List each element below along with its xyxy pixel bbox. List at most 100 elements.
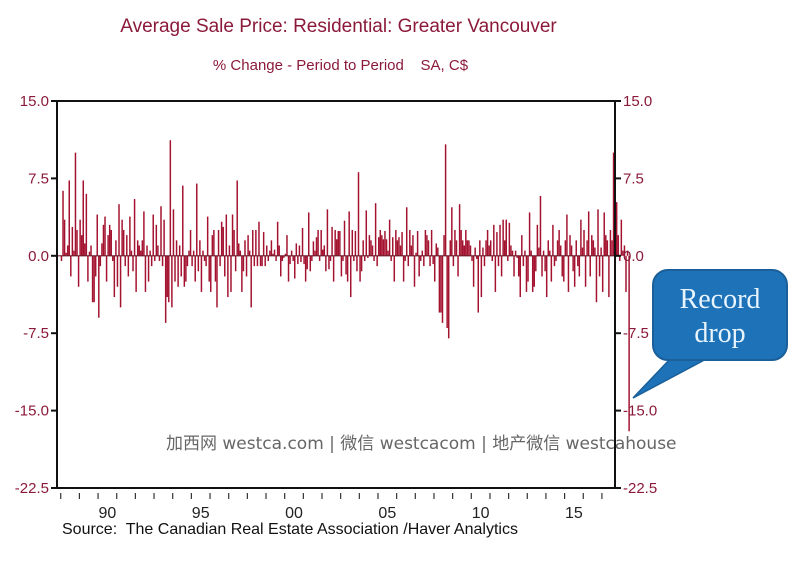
bar xyxy=(399,245,402,256)
bar xyxy=(334,230,336,256)
bar xyxy=(168,255,170,303)
bar xyxy=(521,235,523,256)
bar xyxy=(70,255,72,277)
bar xyxy=(513,255,515,277)
bar xyxy=(191,255,193,267)
bar xyxy=(314,250,316,256)
bar xyxy=(589,255,591,277)
bar xyxy=(250,255,252,308)
bar xyxy=(393,255,396,282)
y-tick-label-right: -7.5 xyxy=(623,325,649,342)
bar xyxy=(233,230,235,256)
bar xyxy=(390,255,392,261)
bar xyxy=(166,255,168,298)
bar xyxy=(503,240,506,256)
bar xyxy=(118,204,120,256)
bar xyxy=(550,255,553,282)
bar xyxy=(144,255,147,292)
bar xyxy=(138,245,140,256)
bar xyxy=(228,245,231,256)
bar xyxy=(357,172,360,256)
bar xyxy=(342,255,344,261)
bar xyxy=(197,255,200,272)
bar xyxy=(514,250,517,256)
bar xyxy=(98,255,100,318)
bar xyxy=(374,203,377,256)
bar xyxy=(606,240,609,256)
bar xyxy=(280,255,282,277)
bar xyxy=(569,235,571,256)
bar xyxy=(87,255,89,282)
bar xyxy=(93,255,95,303)
bar xyxy=(306,255,308,270)
bar xyxy=(469,245,472,256)
bar xyxy=(542,250,545,256)
bar xyxy=(598,255,601,277)
bar xyxy=(395,230,397,256)
bar xyxy=(538,247,540,256)
callout-text-line2: drop xyxy=(694,318,746,349)
bar xyxy=(507,255,509,261)
bar xyxy=(558,230,560,256)
bar xyxy=(553,255,556,267)
bar xyxy=(402,255,405,282)
bar xyxy=(91,255,94,303)
bar xyxy=(192,250,195,256)
bar xyxy=(343,220,346,256)
x-tick-label: 90 xyxy=(98,505,116,522)
bar xyxy=(174,255,176,282)
bar xyxy=(541,255,543,277)
bar xyxy=(248,250,251,256)
bar xyxy=(421,250,424,256)
bar xyxy=(84,243,86,256)
bar xyxy=(465,230,467,256)
chart-subtitle: % Change - Period to Period SA, C$ xyxy=(212,57,469,74)
bar xyxy=(365,210,368,256)
bar xyxy=(471,255,473,261)
bar xyxy=(108,224,111,256)
bar xyxy=(172,209,175,256)
bar xyxy=(466,240,469,256)
bar xyxy=(275,255,277,261)
bar xyxy=(404,255,406,261)
bar xyxy=(567,255,570,292)
bar xyxy=(267,255,270,261)
bar xyxy=(360,255,363,272)
bar xyxy=(545,255,548,298)
bar xyxy=(446,255,448,329)
bar xyxy=(326,209,329,256)
bar xyxy=(480,255,483,298)
bar xyxy=(136,240,139,256)
bar xyxy=(208,255,210,282)
bar xyxy=(353,255,355,261)
bar xyxy=(116,255,119,287)
bar xyxy=(401,232,403,256)
y-axis-right: 15.0 7.5 0.0 -7.5 -15.0 -22.5 xyxy=(615,93,657,497)
bar xyxy=(458,204,461,256)
bar xyxy=(502,219,504,256)
bar xyxy=(438,255,441,313)
bar xyxy=(552,224,554,256)
bar xyxy=(252,230,254,256)
bar xyxy=(407,255,410,267)
bar xyxy=(220,221,223,256)
bar xyxy=(435,243,438,256)
bar xyxy=(255,230,257,256)
bar xyxy=(449,240,452,256)
bar xyxy=(102,224,105,256)
bar xyxy=(94,255,97,277)
bar xyxy=(126,235,128,256)
x-tick-label: 05 xyxy=(378,505,396,522)
bar xyxy=(329,255,332,261)
bar xyxy=(238,243,240,256)
bar xyxy=(479,240,481,256)
bar xyxy=(300,255,302,262)
bar xyxy=(155,224,158,256)
bar xyxy=(171,255,173,308)
bar xyxy=(443,235,445,256)
bar xyxy=(415,252,417,256)
bar xyxy=(432,255,434,265)
bar xyxy=(410,245,413,256)
bar xyxy=(141,240,144,256)
